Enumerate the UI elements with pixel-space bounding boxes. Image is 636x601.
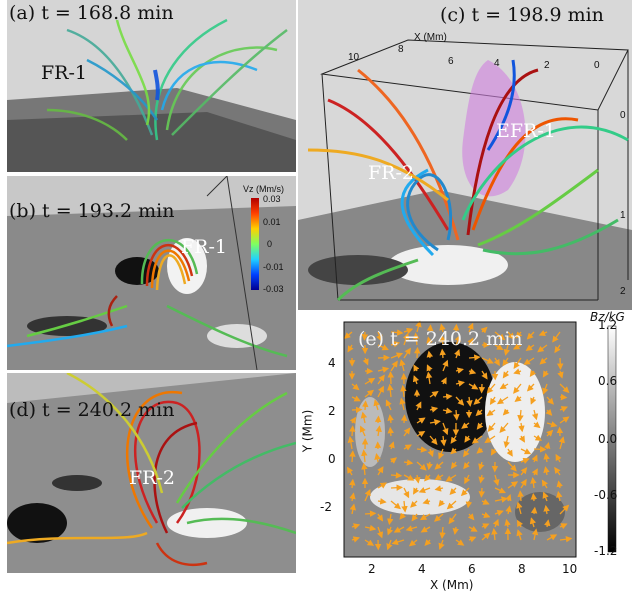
panel-d-fr-label: FR-2 <box>129 467 175 489</box>
panel-e-xtick-5: 10 <box>562 562 577 576</box>
panel-e-cb-tick-1: 1.2 <box>598 318 617 332</box>
panel-e-cb-tick-3: 0.0 <box>598 432 617 446</box>
velocity-arrow <box>533 494 534 501</box>
panel-d: (d) t = 240.2 min FR-2 <box>7 373 296 573</box>
panel-c-right-tick-2: 1 <box>620 210 626 221</box>
velocity-arrow <box>390 428 391 436</box>
panel-c-top-tick-1: 10 <box>348 52 359 63</box>
panel-c-axis-label: X (Mm) <box>414 32 447 43</box>
panel-b-label: (b) t = 193.2 min <box>9 200 174 222</box>
panel-e-xtick-1: 2 <box>368 562 376 576</box>
panel-e-xtick-2: 4 <box>418 562 426 576</box>
panel-c-top-tick-3: 6 <box>448 56 454 67</box>
panel-d-label: (d) t = 240.2 min <box>9 399 174 421</box>
panel-b-cb-tick-4: -0.01 <box>263 262 284 272</box>
panel-b: (b) t = 193.2 min FR-1 Vz (Mm/s) 0.03 0.… <box>7 176 296 370</box>
velocity-arrow <box>468 501 469 507</box>
velocity-arrow <box>391 487 402 488</box>
panel-c: (c) t = 198.9 min X (Mm) 10 8 6 4 2 0 0 … <box>298 0 632 310</box>
panel-e-ytick-2: 2 <box>328 404 336 418</box>
velocity-arrow <box>481 488 482 497</box>
velocity-arrow <box>560 397 566 398</box>
velocity-arrow <box>378 417 379 423</box>
panel-e-ytick-4: -2 <box>320 500 332 514</box>
panel-e-ytick-3: 0 <box>328 452 336 466</box>
panel-c-top-tick-2: 8 <box>398 44 404 55</box>
panel-e-ylabel: Y (Mm) <box>300 410 314 453</box>
panel-c-top-tick-6: 0 <box>594 60 600 71</box>
panel-e-ytick-1: 4 <box>328 356 336 370</box>
panel-b-cb-tick-5: -0.03 <box>263 284 284 294</box>
velocity-arrow <box>391 475 401 476</box>
velocity-arrow <box>378 358 389 359</box>
panel-e-xtick-4: 8 <box>518 562 526 576</box>
panel-e-xlabel: X (Mm) <box>430 578 473 592</box>
velocity-arrow <box>442 350 443 358</box>
velocity-arrow <box>560 358 561 369</box>
panel-c-right-tick-1: 0 <box>620 110 626 121</box>
panel-e-plot <box>300 312 636 597</box>
panel-e: (e) t = 240.2 min Bz/kG 1.2 0.6 0.0 -0.6… <box>300 312 636 597</box>
panel-a-render <box>7 0 296 172</box>
panel-a-fr-label: FR-1 <box>41 62 87 84</box>
panel-b-cb-tick-2: 0.01 <box>263 217 281 227</box>
panel-c-efr1-label: EFR-1 <box>496 120 556 142</box>
panel-e-cb-tick-4: -0.6 <box>594 488 617 502</box>
panel-c-fr2-label: FR-2 <box>368 162 414 184</box>
panel-b-fr-label: FR-1 <box>181 236 227 258</box>
panel-c-top-tick-5: 2 <box>544 60 550 71</box>
velocity-arrow <box>469 357 479 358</box>
velocity-arrow <box>520 492 521 501</box>
panel-c-label: (c) t = 198.9 min <box>440 4 604 26</box>
velocity-arrow <box>352 427 353 437</box>
panel-b-cb-tick-1: 0.03 <box>263 194 281 204</box>
panel-e-xtick-3: 6 <box>468 562 476 576</box>
panel-b-colorbar-title: Vz (Mm/s) <box>243 184 284 194</box>
panel-e-cb-tick-5: -1.2 <box>594 544 617 558</box>
velocity-arrow <box>456 410 457 419</box>
panel-b-colorbar <box>251 198 259 290</box>
velocity-arrow <box>443 396 451 397</box>
velocity-arrow <box>352 480 353 488</box>
velocity-arrow <box>534 449 545 450</box>
panel-e-cb-tick-2: 0.6 <box>598 374 617 388</box>
panel-b-cb-tick-3: 0 <box>267 239 272 249</box>
velocity-arrow <box>365 402 366 410</box>
velocity-arrow <box>391 372 392 384</box>
panel-c-render <box>298 0 632 310</box>
panel-c-right-tick-3: 2 <box>620 286 626 297</box>
panel-c-top-tick-4: 4 <box>494 58 500 69</box>
velocity-arrow <box>404 416 405 423</box>
panel-a: (a) t = 168.8 min FR-1 <box>7 0 296 172</box>
panel-a-label: (a) t = 168.8 min <box>9 2 174 24</box>
velocity-arrow <box>352 452 353 463</box>
panel-e-label: (e) t = 240.2 min <box>358 328 523 350</box>
velocity-arrow <box>534 508 535 514</box>
velocity-arrow <box>365 513 375 514</box>
